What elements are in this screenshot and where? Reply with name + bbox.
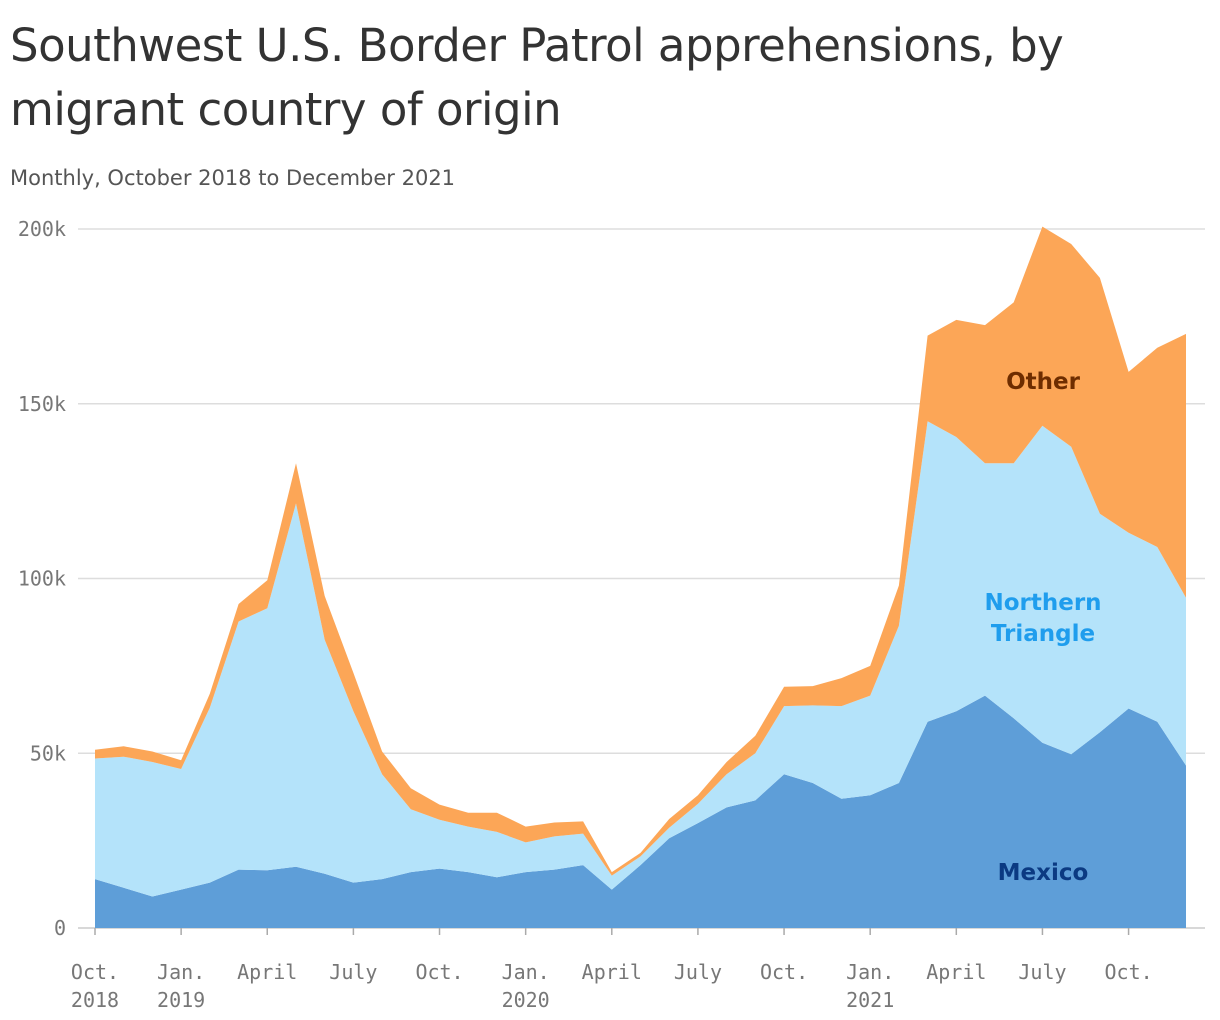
x-tick-2019-07: July bbox=[329, 960, 377, 984]
y-tick-150k: 150k bbox=[18, 392, 66, 416]
y-tick-100k: 100k bbox=[18, 567, 66, 591]
y-tick-200k: 200k bbox=[18, 217, 66, 241]
y-tick-50k: 50k bbox=[30, 741, 66, 765]
x-tick-year-2020: 2020 bbox=[502, 988, 550, 1012]
x-tick-2019-04: April bbox=[237, 960, 297, 984]
x-tick-year-2021: 2021 bbox=[846, 988, 894, 1012]
y-tick-0: 0 bbox=[54, 916, 66, 940]
x-tick-2020-07: July bbox=[674, 960, 722, 984]
x-tick-2019-01: Jan. bbox=[157, 960, 205, 984]
series-annotations: Other Northern Triangle Mexico bbox=[984, 369, 1101, 886]
area-northern-triangle bbox=[95, 421, 1186, 897]
chart-title: Southwest U.S. Border Patrol apprehensio… bbox=[10, 19, 1064, 136]
x-tick-year-2019: 2019 bbox=[157, 988, 205, 1012]
x-tick-2020-10: Oct. bbox=[760, 960, 808, 984]
x-tick-2020-04: April bbox=[582, 960, 642, 984]
x-tick-year-2018: 2018 bbox=[71, 988, 119, 1012]
area-mexico bbox=[95, 695, 1186, 928]
stacked-areas bbox=[95, 226, 1186, 928]
x-tick-2018-10: Oct. bbox=[71, 960, 119, 984]
chart-subtitle: Monthly, October 2018 to December 2021 bbox=[10, 166, 456, 190]
x-tick-2020-01: Jan. bbox=[502, 960, 550, 984]
x-tick-2021-04: April bbox=[926, 960, 986, 984]
x-axis: Oct. 2018 Jan. 2019 April July Oct. Jan. 2020 Apr… bbox=[71, 928, 1153, 1012]
x-tick-2021-07: July bbox=[1018, 960, 1066, 984]
x-tick-2021-10: Oct. bbox=[1104, 960, 1152, 984]
x-tick-2019-10: Oct. bbox=[415, 960, 463, 984]
label-other: Other bbox=[1006, 369, 1081, 395]
label-northern-triangle: Northern Triangle bbox=[984, 590, 1101, 647]
x-tick-2021-01: Jan. bbox=[846, 960, 894, 984]
label-mexico: Mexico bbox=[998, 860, 1089, 886]
y-axis-labels: 0 50k 100k 150k 200k bbox=[18, 217, 66, 940]
area-other bbox=[95, 226, 1186, 876]
